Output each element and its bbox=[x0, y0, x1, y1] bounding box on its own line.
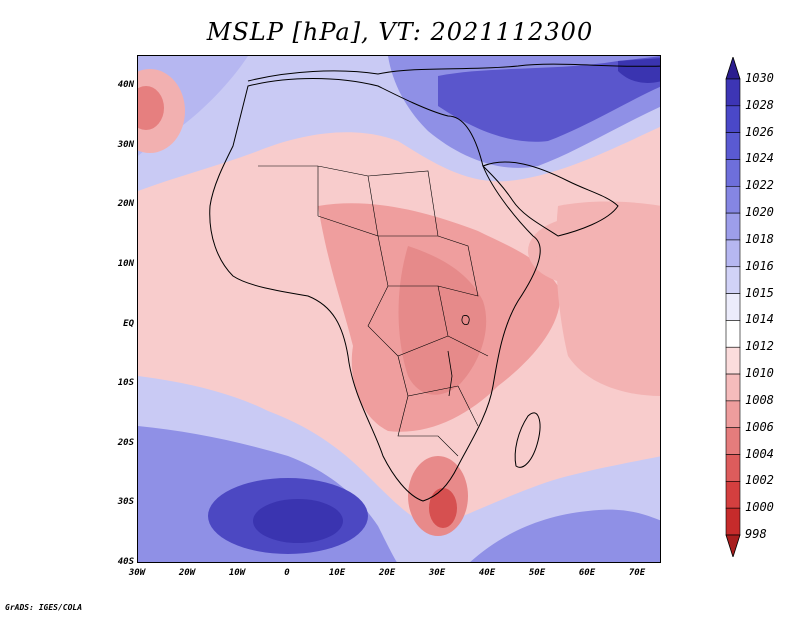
lon-label-70e: 70E bbox=[628, 568, 646, 578]
colorbar-label: 1022 bbox=[745, 178, 774, 193]
colorbar-swatch bbox=[725, 239, 741, 268]
colorbar-label: 998 bbox=[745, 527, 767, 541]
lat-label-eq: EQ bbox=[123, 319, 134, 329]
footer-credit: GrADS: IGES/COLA bbox=[5, 603, 83, 612]
lon-label-30e: 30E bbox=[428, 568, 446, 578]
lat-label-20n: 20N bbox=[117, 199, 134, 209]
lat-label-30s: 30S bbox=[117, 497, 134, 507]
lon-label-10e: 10E bbox=[328, 568, 346, 578]
colorbar-label: 1015 bbox=[745, 285, 774, 300]
colorbar-swatch bbox=[725, 78, 741, 107]
colorbar-label: 1018 bbox=[745, 231, 774, 246]
europe-coastline bbox=[247, 63, 660, 82]
colorbar-swatch bbox=[725, 400, 741, 429]
pressure-field bbox=[138, 56, 660, 562]
lon-label-50e: 50E bbox=[528, 568, 546, 578]
lake-outlines bbox=[447, 315, 470, 397]
colorbar-swatch bbox=[725, 507, 741, 536]
lat-label-30n: 30N bbox=[117, 140, 134, 150]
lon-label-60e: 60E bbox=[578, 568, 596, 578]
colorbar bbox=[725, 57, 741, 557]
colorbar-swatch bbox=[725, 320, 741, 348]
country-borders bbox=[258, 165, 489, 457]
colorbar-label: 1002 bbox=[745, 473, 774, 488]
colorbar-label: 1016 bbox=[745, 258, 774, 273]
lon-label-10w: 10W bbox=[228, 568, 246, 578]
field-north-high-dark bbox=[438, 56, 660, 142]
colorbar-label: 1006 bbox=[745, 419, 774, 434]
colorbar-label: 1024 bbox=[745, 151, 774, 166]
colorbar-label: 1010 bbox=[745, 366, 774, 381]
lat-label-40n: 40N bbox=[117, 80, 134, 90]
lon-label-0: 0 bbox=[284, 568, 290, 578]
colorbar-swatch bbox=[725, 481, 741, 509]
colorbar-swatch bbox=[725, 427, 741, 455]
colorbar-swatch bbox=[725, 454, 741, 482]
lat-label-10n: 10N bbox=[117, 259, 134, 269]
colorbar-swatch bbox=[725, 159, 741, 187]
colorbar-label: 1000 bbox=[745, 500, 774, 515]
field-indian-ocean-low bbox=[556, 201, 660, 396]
colorbar-swatch bbox=[725, 346, 741, 375]
plot-title: MSLP [hPa], VT: 2021112300 bbox=[206, 18, 594, 46]
colorbar-label: 1026 bbox=[745, 124, 774, 139]
field-africa-low-dark bbox=[398, 246, 487, 395]
field-atlantic-low-core bbox=[138, 86, 164, 130]
map-panel bbox=[137, 55, 661, 563]
field-south-high-mid-east bbox=[470, 509, 660, 562]
field-north-high-deep bbox=[618, 58, 660, 83]
colorbar-label: 1012 bbox=[745, 339, 774, 354]
lon-label-20w: 20W bbox=[178, 568, 196, 578]
arabia-coastline bbox=[482, 161, 619, 237]
lat-label-20s: 20S bbox=[117, 438, 134, 448]
colorbar-swatch bbox=[725, 105, 741, 133]
colorbar-swatch bbox=[725, 293, 741, 321]
colorbar-swatch bbox=[725, 132, 741, 160]
colorbar-top-arrow bbox=[725, 57, 741, 80]
lon-label-30w: 30W bbox=[128, 568, 146, 578]
field-south-atlantic-high-core bbox=[253, 499, 343, 543]
lat-label-10s: 10S bbox=[117, 378, 134, 388]
colorbar-label: 1014 bbox=[745, 312, 774, 327]
lon-label-40e: 40E bbox=[478, 568, 496, 578]
colorbar-swatch bbox=[725, 212, 741, 241]
lon-label-20e: 20E bbox=[378, 568, 396, 578]
colorbar-bottom-arrow bbox=[725, 534, 741, 557]
colorbar-swatch bbox=[725, 266, 741, 294]
colorbar-swatch bbox=[725, 185, 741, 214]
africa-coastline bbox=[209, 78, 541, 502]
field-south-africa-low-core bbox=[429, 488, 457, 528]
colorbar-swatch bbox=[725, 373, 741, 402]
colorbar-label: 1008 bbox=[745, 392, 774, 407]
colorbar-label: 1020 bbox=[745, 205, 774, 220]
colorbar-label: 1030 bbox=[745, 71, 774, 85]
colorbar-label: 1028 bbox=[745, 97, 774, 112]
lat-label-40s: 40S bbox=[117, 557, 134, 567]
colorbar-label: 1004 bbox=[745, 446, 774, 461]
madagascar-coastline bbox=[514, 412, 541, 468]
